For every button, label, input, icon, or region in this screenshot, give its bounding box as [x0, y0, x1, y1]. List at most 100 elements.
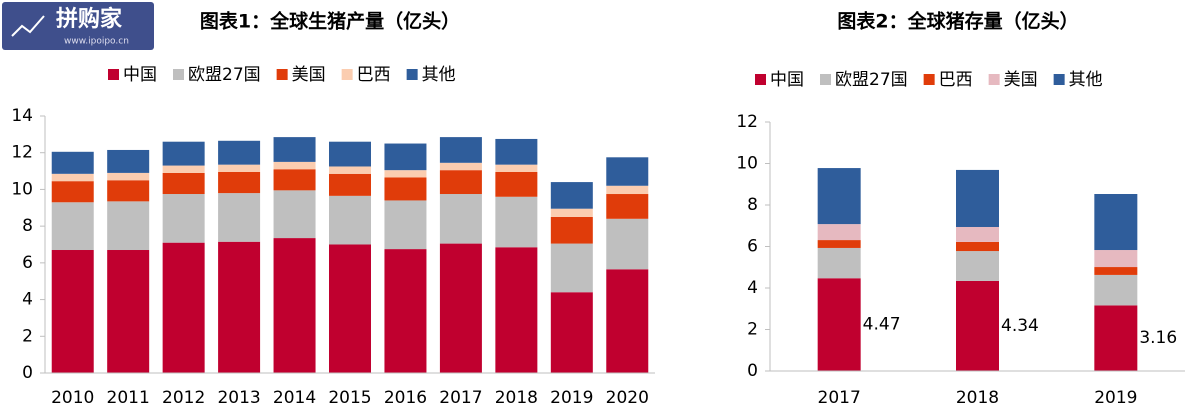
legend-swatch: [1053, 74, 1065, 85]
bar-segment: [956, 226, 999, 242]
bar-segment: [51, 173, 94, 182]
legend-label: 欧盟27国: [188, 65, 261, 85]
legend-label: 欧盟27国: [835, 70, 908, 90]
x-tick-label: 2018: [956, 388, 999, 408]
bar-segment: [1094, 305, 1138, 371]
bar-segment: [606, 269, 649, 373]
bar-segment: [439, 137, 482, 163]
bar-segment: [329, 141, 371, 167]
bar-segment: [956, 251, 999, 281]
y-tick-label: 14: [11, 106, 33, 126]
bar-segment: [329, 173, 371, 196]
x-tick-label: 2010: [51, 388, 94, 408]
bar-segment: [1094, 194, 1138, 251]
bar-segment: [550, 216, 593, 244]
bar-segment: [956, 280, 999, 371]
x-tick-label: 2019: [1094, 388, 1137, 408]
data-label: 4.47: [863, 315, 901, 335]
bar-segment: [51, 202, 94, 251]
bar-segment: [439, 243, 482, 373]
bar-segment: [107, 172, 150, 181]
x-tick-label: 2019: [550, 388, 593, 408]
bar-segment: [218, 140, 261, 165]
x-tick-label: 2012: [162, 388, 205, 408]
bar-segment: [273, 190, 316, 239]
bar-segment: [162, 141, 205, 166]
legend-swatch: [341, 69, 353, 80]
legend-swatch: [173, 69, 184, 80]
bar-segment: [329, 195, 371, 245]
bar-segment: [107, 201, 150, 251]
bar-segment: [162, 242, 205, 373]
bar-segment: [1094, 250, 1138, 268]
bar-segment: [495, 196, 538, 248]
watermark-brand: 拼购家: [56, 6, 123, 32]
legend-label: 其他: [422, 65, 456, 85]
bar-segment: [817, 240, 861, 248]
bar-segment: [273, 161, 316, 170]
data-label: 3.16: [1139, 328, 1177, 348]
x-tick-label: 2015: [328, 388, 371, 408]
y-tick-label: 8: [22, 216, 33, 236]
bar-segment: [550, 292, 593, 373]
bar-segment: [495, 164, 538, 172]
bar-segment: [439, 162, 482, 171]
bar-segment: [550, 243, 593, 293]
bar-segment: [550, 208, 593, 217]
bar-segment: [107, 250, 150, 373]
legend-swatch: [755, 74, 766, 85]
bar-segment: [606, 157, 649, 186]
watermark-bg: [2, 2, 154, 50]
x-tick-label: 2020: [606, 388, 649, 408]
chart-title: 图表2：全球猪存量（亿头）: [837, 10, 1078, 33]
bar-segment: [606, 194, 649, 219]
bar-segment: [384, 143, 427, 171]
legend-swatch: [276, 69, 288, 80]
y-tick-label: 0: [747, 361, 758, 381]
bar-segment: [273, 238, 316, 373]
bar-segment: [439, 194, 482, 244]
bar-segment: [162, 172, 205, 195]
legend-swatch: [108, 69, 119, 80]
bar-segment: [956, 241, 999, 252]
legend-label: 巴西: [939, 70, 973, 90]
bar-segment: [218, 171, 261, 194]
legend-swatch: [406, 69, 418, 80]
legend-swatch: [988, 74, 1000, 85]
bar-segment: [329, 244, 371, 373]
bar-segment: [384, 170, 427, 178]
bar-segment: [1094, 267, 1138, 275]
x-tick-label: 2018: [495, 388, 538, 408]
bar-segment: [107, 180, 150, 202]
legend-swatch: [820, 74, 831, 85]
bar-segment: [218, 193, 261, 242]
legend-label: 美国: [292, 65, 326, 85]
bar-segment: [817, 247, 861, 279]
bar-segment: [495, 171, 538, 197]
x-tick-label: 2017: [818, 388, 861, 408]
bar-segment: [1094, 274, 1138, 306]
y-tick-label: 2: [747, 320, 758, 340]
watermark-icon: [11, 15, 45, 37]
bar-segment: [107, 149, 150, 173]
bar-segment: [495, 247, 538, 373]
bar-segment: [51, 151, 94, 174]
y-tick-label: 12: [736, 112, 758, 132]
bar-segment: [384, 200, 427, 250]
bar-segment: [606, 185, 649, 195]
x-tick-label: 2017: [439, 388, 482, 408]
y-tick-label: 0: [22, 363, 33, 383]
y-tick-label: 6: [747, 237, 758, 257]
bar-segment: [51, 181, 94, 203]
legend-label: 巴西: [357, 65, 391, 85]
bar-segment: [273, 137, 316, 162]
y-tick-label: 4: [747, 278, 758, 298]
bar-segment: [384, 249, 427, 373]
bar-segment: [162, 194, 205, 243]
x-tick-label: 2013: [217, 388, 260, 408]
legend-label: 美国: [1004, 70, 1038, 90]
bar-segment: [956, 169, 999, 227]
bar-segment: [218, 241, 261, 373]
y-tick-label: 12: [11, 143, 33, 163]
